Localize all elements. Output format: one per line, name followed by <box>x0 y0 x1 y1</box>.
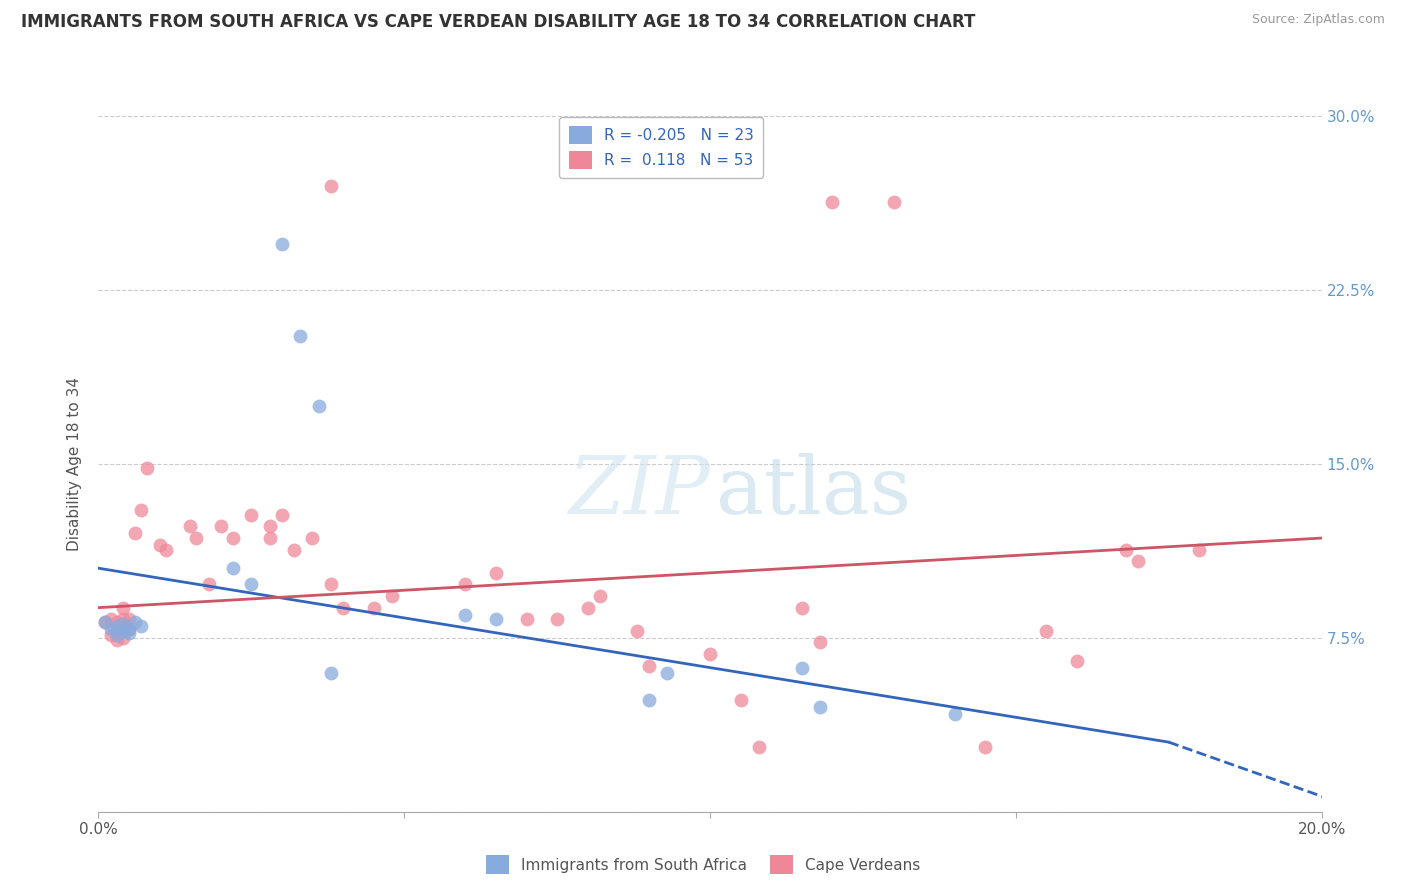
Point <box>883 194 905 209</box>
Point <box>105 628 128 642</box>
Point <box>270 508 292 522</box>
Point <box>363 600 385 615</box>
Point <box>319 577 342 591</box>
Point <box>1066 654 1088 668</box>
Point <box>105 633 128 648</box>
Legend: R = -0.205   N = 23, R =  0.118   N = 53: R = -0.205 N = 23, R = 0.118 N = 53 <box>560 117 763 178</box>
Point <box>124 615 146 629</box>
Point <box>485 612 508 626</box>
Point <box>136 461 159 475</box>
Point <box>209 519 232 533</box>
Y-axis label: Disability Age 18 to 34: Disability Age 18 to 34 <box>67 376 83 551</box>
Point <box>381 589 404 603</box>
Point <box>240 508 263 522</box>
Point <box>259 531 281 545</box>
Point <box>118 612 141 626</box>
Point <box>821 194 844 209</box>
Text: Source: ZipAtlas.com: Source: ZipAtlas.com <box>1251 13 1385 27</box>
Point <box>155 542 177 557</box>
Text: atlas: atlas <box>716 452 911 531</box>
Point <box>93 615 115 629</box>
Point <box>111 624 134 638</box>
Point <box>657 665 679 680</box>
Point <box>270 236 292 251</box>
Point <box>943 707 966 722</box>
Point <box>111 612 134 626</box>
Point <box>808 700 831 714</box>
Point <box>699 647 721 661</box>
Point <box>454 607 477 622</box>
Point <box>637 693 661 707</box>
Point <box>290 329 312 343</box>
Point <box>748 739 770 754</box>
Point <box>124 526 146 541</box>
Point <box>790 600 813 615</box>
Text: IMMIGRANTS FROM SOUTH AFRICA VS CAPE VERDEAN DISABILITY AGE 18 TO 34 CORRELATION: IMMIGRANTS FROM SOUTH AFRICA VS CAPE VER… <box>21 13 976 31</box>
Point <box>129 503 152 517</box>
Point <box>111 600 134 615</box>
Point <box>111 631 134 645</box>
Point <box>1035 624 1057 638</box>
Point <box>589 589 612 603</box>
Point <box>118 622 141 636</box>
Point <box>1188 542 1211 557</box>
Point <box>974 739 997 754</box>
Point <box>93 615 115 629</box>
Point <box>259 519 281 533</box>
Point <box>186 531 208 545</box>
Point <box>100 612 122 626</box>
Point <box>179 519 201 533</box>
Point <box>637 658 661 673</box>
Point <box>100 628 122 642</box>
Point <box>129 619 152 633</box>
Point <box>485 566 508 580</box>
Point <box>454 577 477 591</box>
Point <box>149 538 172 552</box>
Point <box>105 624 128 638</box>
Point <box>808 635 831 649</box>
Point <box>1128 554 1150 568</box>
Point <box>100 622 122 636</box>
Point <box>332 600 354 615</box>
Point <box>118 626 141 640</box>
Point <box>105 619 128 633</box>
Point <box>576 600 599 615</box>
Point <box>283 542 305 557</box>
Point <box>546 612 568 626</box>
Point <box>240 577 263 591</box>
Point <box>730 693 752 707</box>
Legend: Immigrants from South Africa, Cape Verdeans: Immigrants from South Africa, Cape Verde… <box>479 849 927 880</box>
Point <box>111 616 134 631</box>
Point <box>1115 542 1137 557</box>
Point <box>319 665 342 680</box>
Point <box>197 577 219 591</box>
Point <box>301 531 323 545</box>
Point <box>626 624 648 638</box>
Point <box>105 615 128 629</box>
Point <box>790 661 813 675</box>
Point <box>118 622 141 636</box>
Point <box>319 178 342 193</box>
Text: ZIP: ZIP <box>568 453 710 531</box>
Point <box>222 531 245 545</box>
Point <box>516 612 538 626</box>
Point <box>222 561 245 575</box>
Point <box>308 399 330 413</box>
